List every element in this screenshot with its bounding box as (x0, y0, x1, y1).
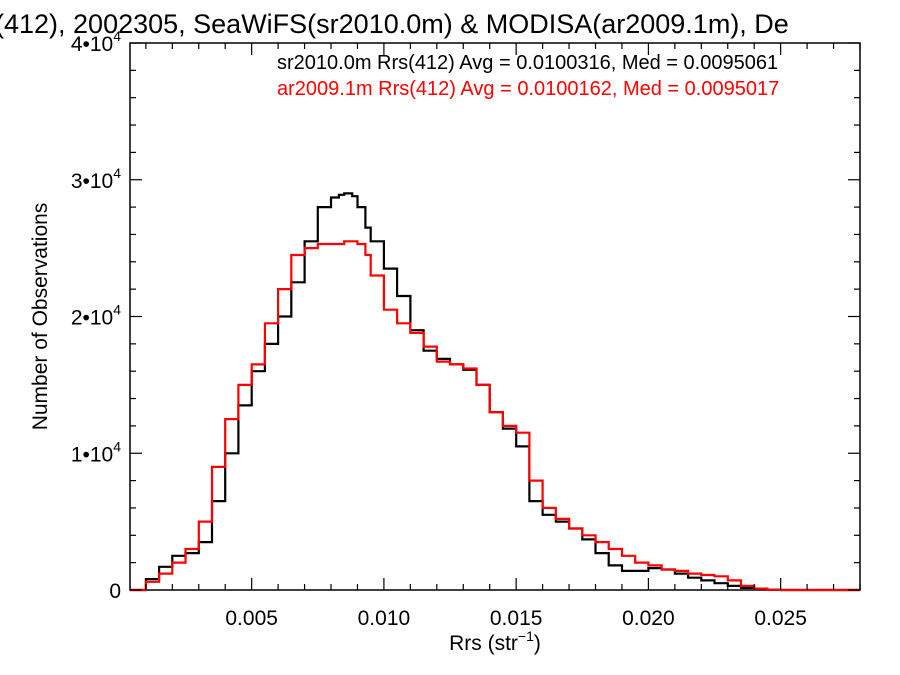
y-tick-label: 2•104 (71, 302, 121, 330)
x-axis-label: Rrs (str−1) (449, 628, 541, 655)
y-tick-label-exp: 4 (113, 438, 121, 454)
y-tick-label-exp: 4 (113, 302, 121, 318)
x-tick-label: 0.010 (358, 607, 411, 630)
y-axis-label: Number of Observations (29, 203, 52, 431)
x-axis-label-suffix: ) (534, 632, 541, 655)
series-line-ar2009-1m (130, 240, 860, 592)
y-tick-label: 3•104 (71, 165, 121, 193)
x-tick-label: 0.020 (622, 607, 675, 630)
y-tick-label: 0 (109, 580, 121, 603)
legend-entry-ar2009-1m: ar2009.1m Rrs(412) Avg = 0.0100162, Med … (277, 78, 779, 100)
x-tick-label: 0.015 (490, 607, 543, 630)
y-tick-label-base: 2•10 (71, 307, 113, 330)
y-tick-label-base: 3•10 (71, 170, 113, 193)
series-line-sr2010-0m (130, 192, 860, 592)
x-tick-label: 0.025 (754, 607, 807, 630)
y-tick-label: 4•104 (71, 28, 121, 56)
x-axis-label-sup: −1 (518, 628, 534, 644)
legend-entry-sr2010-0m: sr2010.0m Rrs(412) Avg = 0.0100316, Med … (277, 52, 778, 74)
x-axis-label-main: Rrs (str (449, 632, 518, 655)
y-tick-label-base: 4•10 (71, 33, 113, 56)
chart-title: (412), 2002305, SeaWiFS(sr2010.0m) & MOD… (0, 9, 789, 39)
y-tick-label-base: 1•10 (71, 443, 113, 466)
y-tick-label: 1•104 (71, 438, 121, 466)
y-tick-label-exp: 4 (113, 165, 121, 181)
x-tick-label: 0.005 (225, 607, 278, 630)
y-tick-label-base: 0 (109, 580, 121, 603)
y-tick-label-exp: 4 (113, 28, 121, 44)
plot-frame (129, 42, 861, 591)
